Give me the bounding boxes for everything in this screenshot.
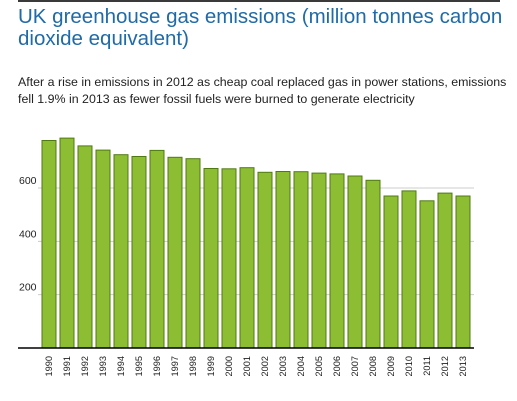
gridlines xyxy=(38,187,474,296)
bar-1992 xyxy=(77,145,93,349)
x-tick-label: 2011 xyxy=(422,356,432,376)
bar-2001 xyxy=(239,167,255,349)
bar-2013 xyxy=(455,195,471,349)
x-tick-label: 2012 xyxy=(440,356,450,376)
x-tick-label: 2001 xyxy=(242,356,252,376)
x-tick-label: 2000 xyxy=(224,356,234,376)
bar-1990 xyxy=(41,140,57,349)
bars xyxy=(41,137,471,349)
x-tick-label: 2005 xyxy=(314,356,324,376)
x-tick-label: 2007 xyxy=(350,356,360,376)
bar-2005 xyxy=(311,172,327,349)
x-tick-label: 1990 xyxy=(44,356,54,376)
bar-1996 xyxy=(149,149,165,349)
x-tick-label: 1997 xyxy=(170,356,180,376)
x-tick-label: 1993 xyxy=(98,356,108,376)
x-tick-label: 2002 xyxy=(260,356,270,376)
chart-subtitle: After a rise in emissions in 2012 as che… xyxy=(18,75,507,106)
x-tick-label: 1996 xyxy=(152,356,162,376)
bar-1998 xyxy=(185,158,201,349)
x-tick-label: 2006 xyxy=(332,356,342,376)
bar-1994 xyxy=(113,154,129,349)
x-tick-label: 1999 xyxy=(206,356,216,376)
bar-2011 xyxy=(419,200,435,349)
bar-2004 xyxy=(293,171,309,349)
x-tick-label: 1991 xyxy=(62,356,72,376)
bar-2003 xyxy=(275,171,291,349)
x-tick-label: 2010 xyxy=(404,356,414,376)
bar-2007 xyxy=(347,175,363,349)
bar-1999 xyxy=(203,168,219,349)
bar-2009 xyxy=(383,195,399,349)
bar-1997 xyxy=(167,156,183,349)
x-tick-label: 2013 xyxy=(458,356,468,376)
x-tick-labels: 1990 1991 1992 1993 1994 1995 1996 1997 1998 1999… xyxy=(44,356,468,376)
bar-2000 xyxy=(221,168,237,349)
bar-2002 xyxy=(257,171,273,349)
bar-2010 xyxy=(401,190,417,349)
top-rule xyxy=(18,0,500,2)
bar-1991 xyxy=(59,137,75,349)
bar-1995 xyxy=(131,156,147,349)
x-tick-label: 1998 xyxy=(188,356,198,376)
chart-title: UK greenhouse gas emissions (million ton… xyxy=(18,5,503,50)
y-tick-labels: 200 400 600 xyxy=(19,175,37,294)
x-tick-label: 1994 xyxy=(116,356,126,376)
bar-2008 xyxy=(365,179,381,349)
x-tick-label: 2009 xyxy=(386,356,396,376)
y-tick-label: 600 xyxy=(19,175,37,187)
bar-1993 xyxy=(95,149,111,349)
bar-2006 xyxy=(329,173,345,349)
x-tick-label: 2004 xyxy=(296,356,306,376)
x-tick-label: 1995 xyxy=(134,356,144,376)
bar-2012 xyxy=(437,192,453,349)
x-tick-label: 2008 xyxy=(368,356,378,376)
y-tick-label: 400 xyxy=(19,228,37,240)
x-tick-label: 2003 xyxy=(278,356,288,376)
x-tick-label: 1992 xyxy=(80,356,90,376)
y-tick-label: 200 xyxy=(19,282,37,294)
